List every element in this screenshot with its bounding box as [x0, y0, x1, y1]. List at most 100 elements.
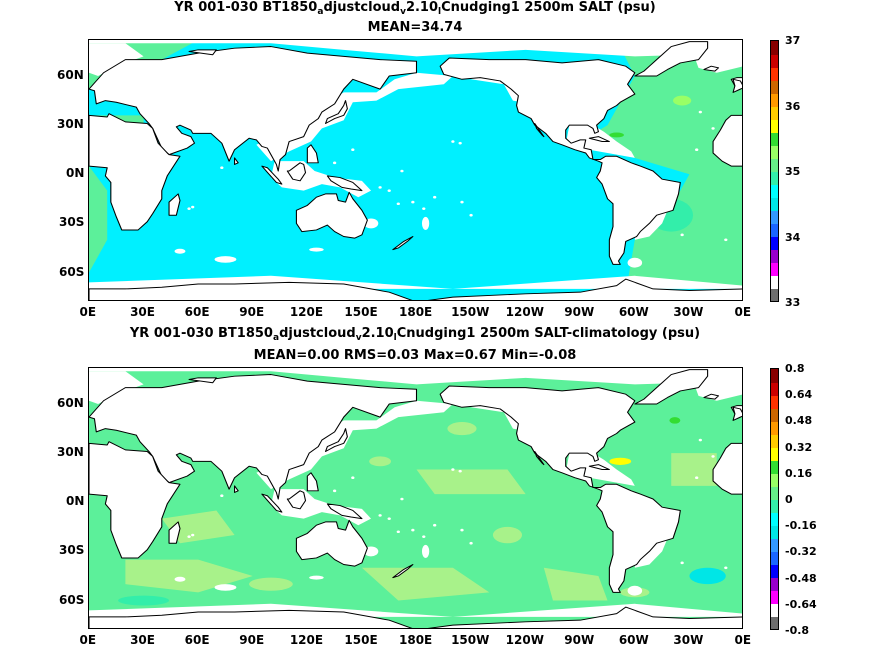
island: [711, 127, 715, 130]
island: [396, 202, 400, 206]
island: [187, 535, 191, 538]
anomaly-patch: [249, 577, 293, 591]
salinity-anomaly-map-svg: [89, 368, 742, 628]
land-africa_w: [712, 442, 742, 495]
colorbar-tick-label: 0.64: [785, 388, 813, 402]
island: [469, 541, 473, 545]
island: [387, 189, 391, 192]
x-tick-label: 0E: [79, 633, 97, 647]
shelf-mask: [89, 371, 144, 405]
colorbar-swatch: [771, 447, 778, 461]
island: [411, 200, 415, 204]
anomaly-patch: [492, 526, 523, 544]
x-tick-label: 120E: [289, 305, 324, 319]
island: [711, 455, 715, 458]
island: [332, 161, 337, 165]
colorbar-swatch: [771, 512, 778, 526]
land-africa: [89, 441, 181, 559]
island: [433, 523, 437, 527]
land-cuba: [588, 464, 610, 471]
anomaly-patch: [671, 453, 717, 486]
title-subscript: a: [317, 7, 324, 17]
land-caspian_ice: [188, 377, 217, 384]
title-text: 2.10: [361, 326, 394, 341]
x-tick-label: 30W: [673, 633, 704, 647]
shelf-mask: [214, 256, 237, 263]
panel2-stats: MEAN=0.00 RMS=0.03 Max=0.67 Min=-0.08: [253, 348, 577, 363]
island: [458, 469, 462, 473]
colorbar-swatch: [771, 486, 778, 500]
colorbar-tick-label: 0.16: [785, 466, 813, 480]
shelf-mask: [89, 368, 742, 385]
shelf-mask: [89, 40, 742, 57]
island: [724, 566, 728, 570]
x-tick-label: 0E: [734, 305, 752, 319]
land-caspian_ice: [188, 49, 217, 56]
salinity-colorbar: [770, 40, 779, 302]
anomaly-patch: [369, 456, 392, 467]
island: [351, 148, 355, 152]
salt-hotspot: [609, 132, 624, 138]
island: [332, 489, 337, 493]
colorbar-swatch: [771, 158, 778, 172]
colorbar-swatch: [771, 223, 778, 237]
land-borneo: [286, 490, 307, 510]
island: [400, 497, 404, 501]
island: [451, 468, 455, 471]
shelf-mask: [421, 544, 430, 558]
colorbar-swatch: [771, 262, 778, 276]
shelf-mask: [471, 72, 526, 103]
colorbar-tick-label: -0.48: [785, 571, 817, 585]
y-tick-label: 30N: [57, 445, 84, 460]
land-sumatra: [261, 493, 283, 513]
land-philippines: [306, 472, 319, 492]
island: [695, 148, 699, 152]
x-tick-label: 120W: [505, 305, 544, 319]
island: [191, 205, 195, 209]
y-tick-label: 60N: [57, 396, 84, 411]
island: [220, 166, 224, 170]
y-tick-label: 60S: [59, 264, 85, 279]
colorbar-swatch: [771, 288, 778, 301]
colorbar-swatch: [771, 460, 778, 474]
island: [451, 140, 455, 143]
anomaly-patch: [689, 567, 726, 585]
land-uk: [732, 406, 742, 421]
title-text: YR 001-030 BT1850: [174, 0, 318, 15]
land-iceland: [703, 65, 720, 72]
land-antarctica: [89, 606, 742, 628]
anomaly-patch: [416, 469, 526, 495]
anomaly-hotspot: [609, 457, 632, 465]
y-tick-label: 30S: [59, 215, 85, 230]
colorbar-swatch: [771, 106, 778, 120]
x-tick-label: 60E: [184, 633, 210, 647]
anomaly-patch: [161, 510, 235, 544]
x-tick-label: 30E: [130, 633, 155, 647]
colorbar-swatch: [771, 184, 778, 198]
colorbar-swatch: [771, 382, 778, 396]
colorbar-tick-label: 33: [785, 296, 801, 309]
colorbar-swatch: [771, 616, 778, 629]
colorbar-tick-label: 0.32: [785, 440, 813, 454]
shelf-mask: [256, 400, 453, 490]
land-baja: [534, 451, 545, 466]
colorbar-swatch: [771, 434, 778, 448]
shelf-mask: [256, 72, 453, 162]
salt-patch: [673, 95, 692, 106]
colorbar-swatch: [771, 132, 778, 146]
x-tick-label: 180E: [399, 633, 433, 647]
island: [433, 195, 437, 199]
land-japan: [324, 428, 348, 453]
title-text: djustcloud: [279, 326, 356, 341]
colorbar-tick-label: 0.48: [785, 414, 813, 428]
island: [469, 213, 473, 217]
island: [187, 207, 191, 210]
land-australia: [295, 519, 368, 567]
colorbar-swatch: [771, 93, 778, 107]
title-subscript: a: [272, 333, 280, 343]
colorbar-tick-label: 36: [785, 99, 801, 113]
land-greenland: [634, 41, 709, 77]
x-tick-label: 120E: [289, 633, 324, 647]
island: [460, 200, 464, 204]
land-africa: [89, 113, 181, 231]
